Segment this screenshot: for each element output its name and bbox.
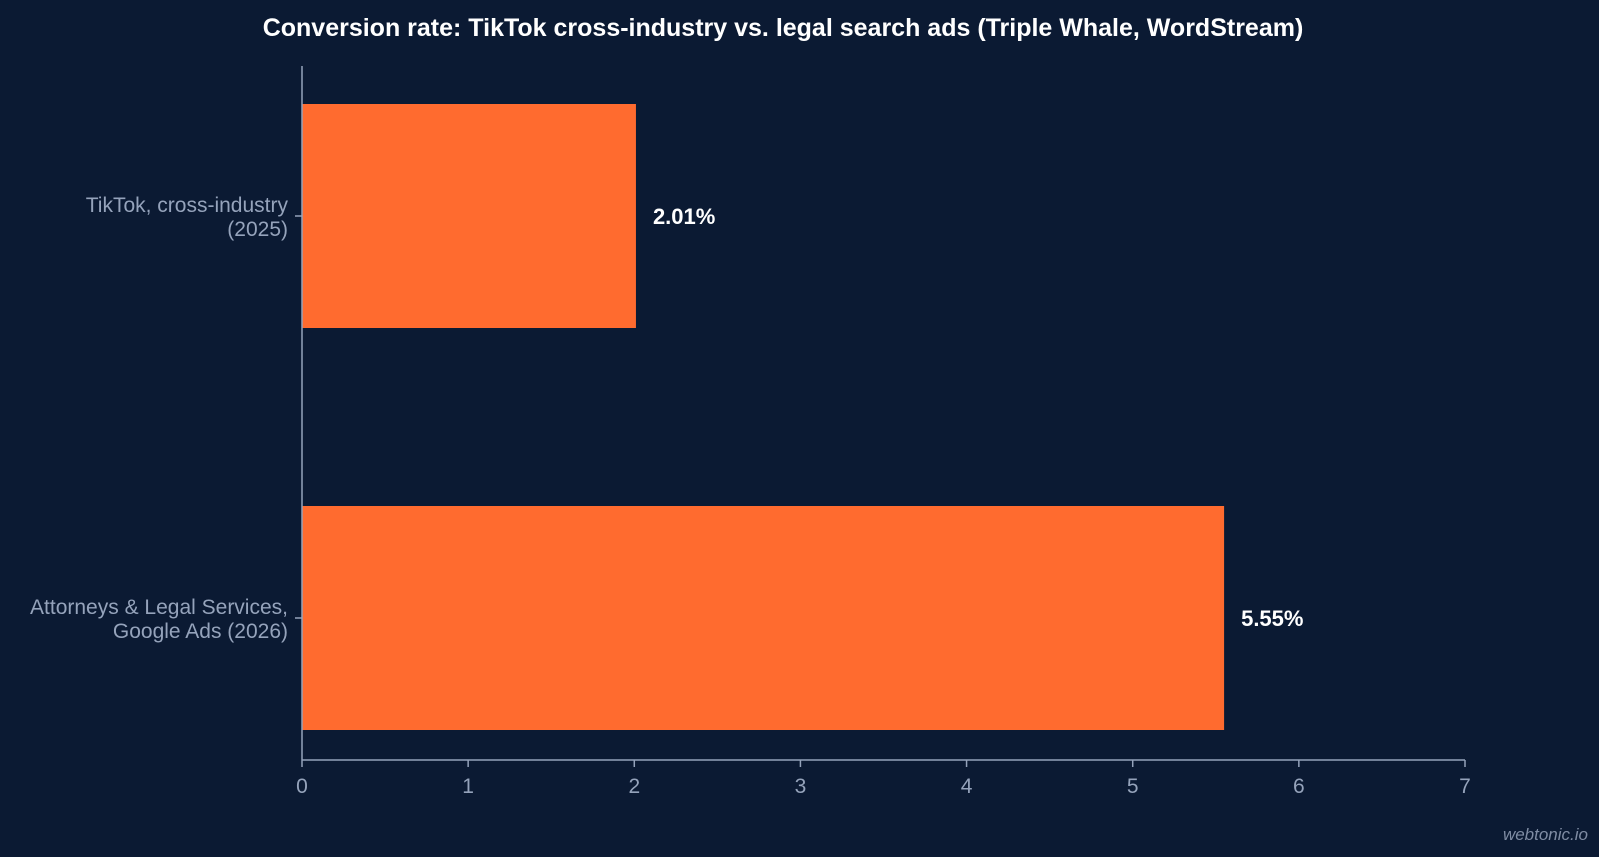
bar-0 [302, 104, 636, 328]
bar-value-label-0: 2.01% [653, 204, 715, 229]
x-tick-label-5: 5 [1127, 775, 1139, 798]
x-tick-label-3: 3 [795, 775, 807, 798]
x-tick-label-4: 4 [961, 775, 973, 798]
axes-group: TikTok, cross-industry (2025) Attorneys & … [30, 66, 1471, 798]
watermark-text: webtonic.io [1503, 825, 1588, 844]
category-label-0: TikTok, cross-industry (2025) [86, 194, 289, 241]
category-label-line: (2025) [227, 218, 288, 241]
category-label-line: Attorneys & Legal Services, [30, 596, 288, 619]
category-label-line: Google Ads (2026) [113, 620, 288, 643]
category-label-line: TikTok, cross-industry [86, 194, 289, 217]
x-tick-label-0: 0 [296, 775, 308, 798]
x-tick-label-2: 2 [628, 775, 640, 798]
bar-value-label-1: 5.55% [1241, 606, 1303, 631]
bar-1 [302, 506, 1225, 730]
x-tick-label-1: 1 [462, 775, 474, 798]
category-label-1: Attorneys & Legal Services, Google Ads (2… [30, 596, 288, 643]
chart-title: Conversion rate: TikTok cross-industry v… [263, 14, 1304, 42]
x-tick-label-6: 6 [1293, 775, 1305, 798]
bars-group: 2.01% 5.55% [302, 104, 1303, 730]
x-tick-label-7: 7 [1459, 775, 1471, 798]
